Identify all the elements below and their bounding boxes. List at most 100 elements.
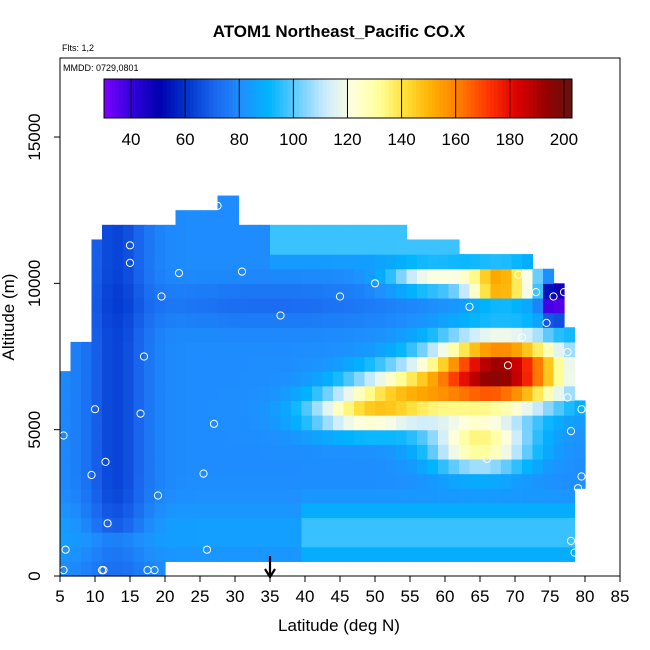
heatmap-cell [133,297,145,314]
heatmap-cell [438,371,450,387]
heatmap-cell [532,546,544,562]
heatmap-cell [448,254,460,270]
heatmap-cell [217,254,229,270]
heatmap-cell [312,283,324,299]
heatmap-cell [375,341,387,358]
heatmap-cell [396,341,408,358]
heatmap-cell [196,517,208,533]
heatmap-cell [543,429,555,445]
heatmap-cell [448,371,460,387]
heatmap-cell [469,400,481,416]
heatmap-cell [123,385,135,401]
x-tick-label: 35 [261,587,280,606]
x-tick-label: 65 [471,587,490,606]
heatmap-cell [364,327,376,343]
heatmap-cell [196,224,208,241]
colorbar-segment [326,79,331,118]
heatmap-cell [270,532,282,548]
heatmap-cell [144,341,156,358]
colorbar-segment [427,79,433,118]
colorbar-segment [455,79,460,118]
heatmap-cell [81,429,93,445]
observation-point [531,288,541,297]
heatmap-cell [385,371,397,387]
heatmap-cell [259,341,271,358]
heatmap-cell [375,458,387,475]
heatmap-cell [333,385,345,401]
heatmap-cell [333,224,345,241]
heatmap-cell [207,473,219,489]
heatmap-cell [270,312,282,328]
heatmap-cell [333,356,345,372]
y-tick-label: 10000 [25,260,44,307]
colorbar-segment [299,79,304,118]
heatmap-cell [522,473,534,489]
heatmap-cell [396,444,408,460]
heatmap-cell [217,356,229,372]
heatmap-cell [102,297,114,314]
heatmap-cell [480,297,492,314]
heatmap-cell [375,444,387,460]
heatmap-cell [343,371,355,387]
heatmap-cell [270,415,282,431]
heatmap-cell [427,283,439,299]
heatmap-cell [480,429,492,445]
colorbar-segment [205,79,210,118]
heatmap-cell [196,356,208,372]
colorbar-segment [482,79,487,118]
chart-title: ATOM1 Northeast_Pacific CO.X [213,22,466,41]
colorbar-segment [521,79,526,118]
heatmap-cell [564,458,576,475]
heatmap-cell [102,429,114,445]
heatmap-cell [123,561,135,577]
heatmap-cell [291,517,303,533]
heatmap-cell [532,532,544,548]
heatmap-cell [81,400,93,416]
heatmap-cell [354,400,366,416]
heatmap-cell [238,297,250,314]
heatmap-cell [133,444,145,460]
heatmap-cell [154,561,166,577]
heatmap-cell [490,532,502,548]
heatmap-cell [406,444,418,460]
heatmap-cell [532,429,544,445]
heatmap-cell [228,429,240,445]
heatmap-cell [291,371,303,387]
heatmap-cell [511,371,523,387]
heatmap-cell [91,356,103,372]
heatmap-cell [480,268,492,284]
heatmap-cell [343,458,355,475]
x-axis-label: Latitude (deg N) [278,616,400,635]
x-tick-label: 60 [436,587,455,606]
heatmap-cell [364,488,376,504]
heatmap-cell [333,546,345,562]
heatmap-cell [259,312,271,328]
heatmap-cell [406,415,418,431]
heatmap-cell [280,458,292,475]
colorbar-segment [263,79,269,118]
heatmap-cell [60,458,72,475]
heatmap-cell [490,546,502,562]
heatmap-cell [165,546,177,562]
heatmap-cell [564,356,576,372]
heatmap-cell [217,312,229,328]
heatmap-cell [511,356,523,372]
colorbar-segment [252,79,257,118]
heatmap-cell [186,297,198,314]
heatmap-cell [385,224,397,241]
heatmap-cell [333,239,345,255]
heatmap-cell [417,517,429,533]
heatmap-cell [522,312,534,328]
colorbar-segment [564,79,569,118]
heatmap-cell [133,502,145,519]
heatmap-cell [165,429,177,445]
heatmap-cell [312,473,324,489]
heatmap-cell [112,254,124,270]
heatmap-cell [175,341,187,358]
heatmap-cell [112,312,124,328]
heatmap-cell [301,297,313,314]
heatmap-cell [490,415,502,431]
heatmap-cell [154,502,166,519]
heatmap-cell [144,283,156,299]
heatmap-cell [417,283,429,299]
